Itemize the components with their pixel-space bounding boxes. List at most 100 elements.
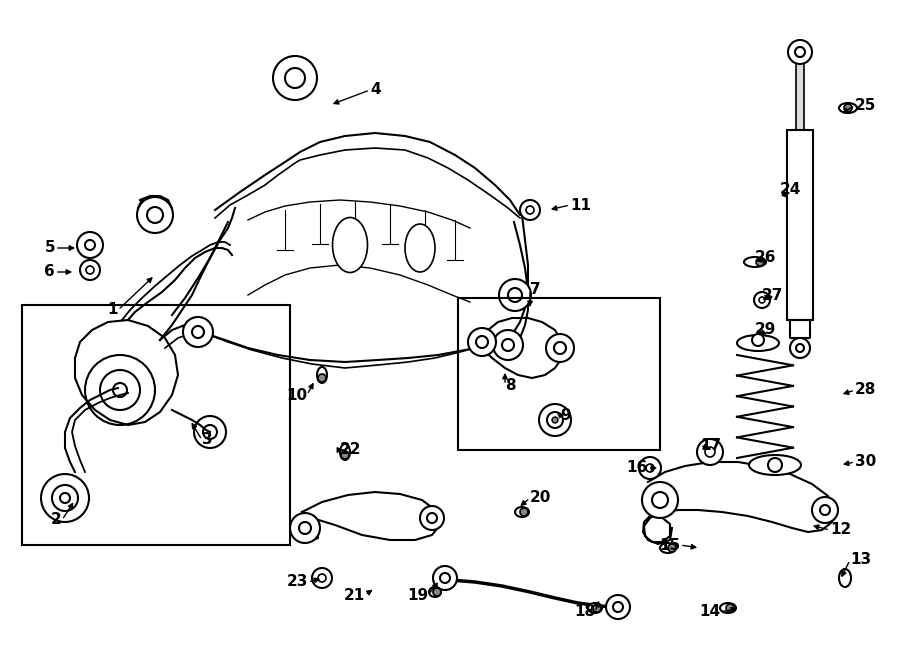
Circle shape (203, 425, 217, 439)
Circle shape (795, 47, 805, 57)
Ellipse shape (340, 444, 350, 460)
Circle shape (646, 464, 654, 472)
Circle shape (312, 568, 332, 588)
Text: 14: 14 (699, 605, 720, 619)
Text: 15: 15 (659, 537, 680, 553)
Circle shape (820, 505, 830, 515)
Circle shape (60, 493, 70, 503)
Circle shape (790, 338, 810, 358)
Circle shape (642, 482, 678, 518)
Circle shape (593, 604, 601, 612)
Circle shape (440, 573, 450, 583)
Circle shape (41, 474, 89, 522)
Circle shape (526, 206, 534, 214)
Text: 13: 13 (850, 553, 871, 568)
Circle shape (844, 104, 852, 112)
Circle shape (546, 334, 574, 362)
Text: 17: 17 (700, 438, 721, 453)
Ellipse shape (720, 603, 736, 613)
Circle shape (420, 506, 444, 530)
Circle shape (547, 412, 563, 428)
Ellipse shape (744, 257, 766, 267)
Circle shape (85, 355, 155, 425)
Circle shape (273, 56, 317, 100)
Text: 23: 23 (286, 574, 308, 590)
Text: 12: 12 (830, 522, 851, 537)
Circle shape (427, 513, 437, 523)
Text: 8: 8 (505, 377, 516, 393)
Circle shape (812, 497, 838, 523)
Text: 28: 28 (855, 383, 877, 397)
Circle shape (433, 566, 457, 590)
Circle shape (318, 374, 326, 382)
Circle shape (697, 439, 723, 465)
Circle shape (726, 604, 734, 612)
Text: 10: 10 (286, 387, 307, 403)
Ellipse shape (317, 367, 327, 383)
Text: 2: 2 (51, 512, 62, 527)
Circle shape (754, 292, 770, 308)
Circle shape (137, 197, 173, 233)
Text: 26: 26 (755, 251, 777, 266)
Circle shape (147, 207, 163, 223)
Text: 7: 7 (530, 282, 541, 297)
Circle shape (752, 334, 764, 346)
Circle shape (554, 342, 566, 354)
Text: 19: 19 (407, 588, 428, 602)
Circle shape (113, 383, 127, 397)
Circle shape (77, 232, 103, 258)
Circle shape (341, 451, 349, 459)
Circle shape (705, 447, 715, 457)
Ellipse shape (332, 217, 367, 272)
Circle shape (520, 508, 528, 516)
Circle shape (299, 522, 311, 534)
Circle shape (285, 68, 305, 88)
Text: 11: 11 (570, 198, 591, 212)
Bar (458, 298, 660, 450)
Circle shape (639, 457, 661, 479)
Text: 25: 25 (855, 98, 877, 112)
Text: 22: 22 (340, 442, 362, 457)
Text: 16: 16 (626, 461, 648, 475)
Text: 6: 6 (44, 264, 55, 280)
Circle shape (539, 404, 571, 436)
Circle shape (100, 370, 140, 410)
Text: 20: 20 (530, 490, 552, 506)
Ellipse shape (405, 224, 435, 272)
Circle shape (652, 492, 668, 508)
Circle shape (502, 339, 514, 351)
Circle shape (508, 288, 522, 302)
Circle shape (433, 588, 441, 596)
Text: 4: 4 (370, 83, 381, 98)
Ellipse shape (515, 507, 529, 517)
Text: 1: 1 (107, 303, 118, 317)
Circle shape (86, 266, 94, 274)
Circle shape (476, 336, 488, 348)
Text: 9: 9 (560, 407, 571, 422)
Text: 5: 5 (44, 241, 55, 256)
Circle shape (668, 544, 676, 552)
Text: 21: 21 (344, 588, 365, 602)
Circle shape (499, 279, 531, 311)
Circle shape (290, 513, 320, 543)
Circle shape (468, 328, 496, 356)
Circle shape (80, 260, 100, 280)
Circle shape (788, 40, 812, 64)
Circle shape (606, 595, 630, 619)
Bar (22, 305, 290, 545)
Circle shape (194, 416, 226, 448)
Ellipse shape (429, 587, 441, 597)
Circle shape (613, 602, 623, 612)
Bar (787, 130, 813, 320)
Circle shape (796, 344, 804, 352)
Text: 24: 24 (780, 182, 801, 198)
Bar (796, 62, 804, 157)
Circle shape (192, 326, 204, 338)
Ellipse shape (749, 455, 801, 475)
Ellipse shape (737, 335, 779, 351)
Text: 29: 29 (755, 323, 777, 338)
Circle shape (552, 417, 558, 423)
Circle shape (493, 330, 523, 360)
Circle shape (756, 258, 764, 266)
Ellipse shape (839, 103, 857, 113)
